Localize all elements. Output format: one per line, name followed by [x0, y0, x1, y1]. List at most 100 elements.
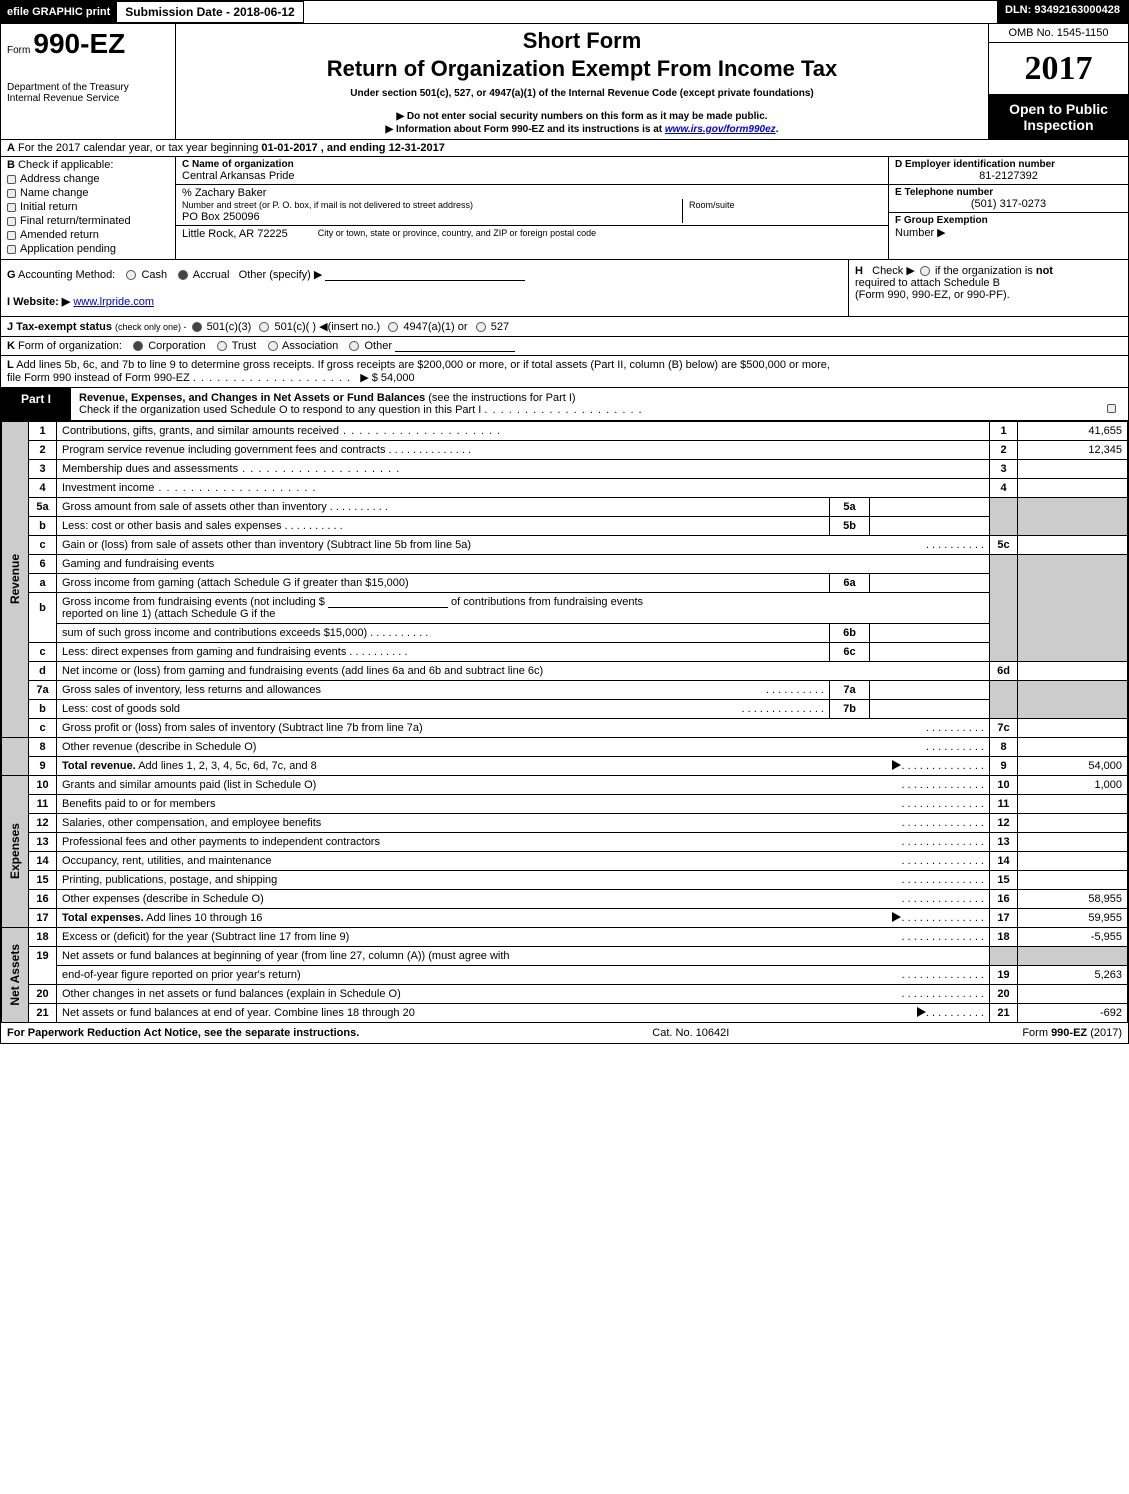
line-13-desc: Professional fees and other payments to … [57, 833, 990, 852]
other-specify-input[interactable] [325, 269, 525, 281]
checkbox-final-return[interactable] [7, 217, 16, 226]
line-8-num: 8 [29, 738, 57, 757]
line-6d-desc: Net income or (loss) from gaming and fun… [57, 662, 990, 681]
column-b-checkboxes: B Check if applicable: Address change Na… [1, 157, 176, 259]
checkbox-initial-return[interactable] [7, 203, 16, 212]
org-name-value: Central Arkansas Pride [182, 170, 882, 182]
line-3-num: 3 [29, 460, 57, 479]
line-2-desc: Program service revenue including govern… [57, 441, 990, 460]
tax-year: 2017 [989, 43, 1128, 95]
line-15-desc: Printing, publications, postage, and shi… [57, 871, 990, 890]
omb-number: OMB No. 1545-1150 [989, 24, 1128, 43]
line-5b-num: b [29, 517, 57, 536]
line-21-num: 21 [29, 1004, 57, 1023]
line-4-amount [1018, 479, 1128, 498]
radio-corporation[interactable] [133, 341, 143, 351]
line-7b-sub: 7b [830, 700, 870, 719]
tax-year-begin: 01-01-2017 [261, 142, 317, 154]
group-exemption-number-label: Number ▶ [895, 226, 1122, 239]
l-text2: file Form 990 instead of Form 990-EZ [7, 372, 190, 384]
line-16-desc: Other expenses (describe in Schedule O) [57, 890, 990, 909]
radio-4947a1[interactable] [388, 322, 398, 332]
ein-value: 81-2127392 [895, 170, 1122, 182]
tax-year-end: 12-31-2017 [389, 142, 445, 154]
line-6b-amount-input[interactable] [328, 596, 448, 608]
radio-527[interactable] [476, 322, 486, 332]
form-number: 990-EZ [33, 28, 125, 59]
page-footer: For Paperwork Reduction Act Notice, see … [1, 1023, 1128, 1043]
top-bar: efile GRAPHIC print Submission Date - 20… [1, 1, 1128, 24]
efile-print-button[interactable]: efile GRAPHIC print [1, 1, 116, 23]
line-a: A For the 2017 calendar year, or tax yea… [1, 140, 1128, 157]
radio-accrual[interactable] [178, 270, 188, 280]
line-7b-num: b [29, 700, 57, 719]
line-14-rnum: 14 [990, 852, 1018, 871]
line-17-desc: Total expenses. Add lines 10 through 16 [57, 909, 990, 928]
radio-501c-other[interactable] [259, 322, 269, 332]
ssn-warning: ▶ Do not enter social security numbers o… [184, 111, 980, 122]
part-1-table: Revenue 1 Contributions, gifts, grants, … [1, 421, 1128, 1023]
street-value: PO Box 250096 [182, 211, 260, 223]
form-page: efile GRAPHIC print Submission Date - 20… [0, 0, 1129, 1044]
line-19-num: 19 [29, 947, 57, 966]
line-5c-desc: Gain or (loss) from sale of assets other… [57, 536, 990, 555]
radio-association[interactable] [268, 341, 278, 351]
line-12-num: 12 [29, 814, 57, 833]
other-org-label: Other [364, 340, 392, 352]
checkbox-amended-return[interactable] [7, 231, 16, 240]
netassets-side-label: Net Assets [2, 928, 29, 1023]
radio-other-org[interactable] [349, 341, 359, 351]
line-a-mid: , and ending [321, 142, 389, 154]
info-link[interactable]: www.irs.gov/form990ez [665, 124, 776, 135]
insert-no-hint: ◀(insert no.) [319, 321, 380, 333]
radio-h-check[interactable] [920, 266, 930, 276]
line-17-num: 17 [29, 909, 57, 928]
column-c-org-info: C Name of organization Central Arkansas … [176, 157, 888, 259]
radio-cash[interactable] [126, 270, 136, 280]
other-org-input[interactable] [395, 340, 515, 352]
line-6-shaded-amt [1018, 555, 1128, 662]
trust-label: Trust [232, 340, 257, 352]
line-12-desc: Salaries, other compensation, and employ… [57, 814, 990, 833]
part-1-dots [484, 404, 642, 416]
checkbox-schedule-o[interactable] [1107, 404, 1116, 413]
h-text4: (Form 990, 990-EZ, or 990-PF). [855, 289, 1010, 301]
line-17-rnum: 17 [990, 909, 1018, 928]
city-label: City or town, state or province, country… [318, 228, 596, 240]
line-7c-num: c [29, 719, 57, 738]
line-5c-rnum: 5c [990, 536, 1018, 555]
radio-trust[interactable] [217, 341, 227, 351]
line-6b-subval [870, 624, 990, 643]
b-label: B [7, 159, 15, 171]
column-d-e-f: D Employer identification number 81-2127… [888, 157, 1128, 259]
checkbox-address-change[interactable] [7, 175, 16, 184]
line-19-rnum: 19 [990, 966, 1018, 985]
checkbox-application-pending[interactable] [7, 245, 16, 254]
line-9-rnum: 9 [990, 757, 1018, 776]
g-label: G [7, 269, 16, 281]
corporation-label: Corporation [148, 340, 205, 352]
radio-501c3[interactable] [192, 322, 202, 332]
line-11-desc: Benefits paid to or for members [57, 795, 990, 814]
submission-date: Submission Date - 2018-06-12 [116, 1, 303, 23]
checkbox-name-change[interactable] [7, 189, 16, 198]
line-7c-amount [1018, 719, 1128, 738]
accrual-label: Accrual [193, 269, 230, 281]
line-a-pre: For the 2017 calendar year, or tax year … [18, 142, 261, 154]
website-link[interactable]: www.lrpride.com [73, 296, 154, 308]
room-suite-label: Room/suite [689, 200, 735, 210]
line-6d-num: d [29, 662, 57, 681]
line-11-amount [1018, 795, 1128, 814]
line-4-num: 4 [29, 479, 57, 498]
line-5c-num: c [29, 536, 57, 555]
line-5a-subval [870, 498, 990, 517]
row-k: K Form of organization: Corporation Trus… [1, 337, 1128, 356]
amended-return-label: Amended return [20, 229, 99, 241]
line-6-desc: Gaming and fundraising events [57, 555, 990, 574]
line-11-rnum: 11 [990, 795, 1018, 814]
line-2-rnum: 2 [990, 441, 1018, 460]
row-j: J Tax-exempt status (check only one) - 5… [1, 317, 1128, 337]
line-19-desc: Net assets or fund balances at beginning… [57, 947, 990, 966]
expenses-side-label: Expenses [2, 776, 29, 928]
527-label: 527 [491, 321, 509, 333]
